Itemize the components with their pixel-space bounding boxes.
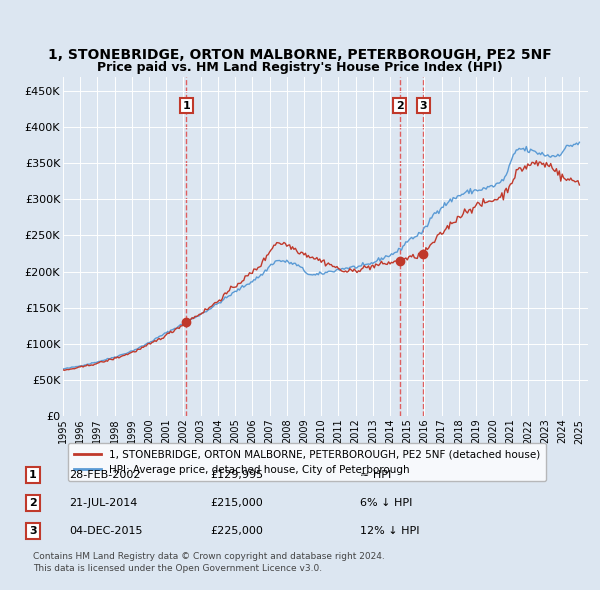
Text: £129,995: £129,995 — [210, 470, 263, 480]
Text: 12% ↓ HPI: 12% ↓ HPI — [360, 526, 419, 536]
Text: 04-DEC-2015: 04-DEC-2015 — [69, 526, 143, 536]
Text: 6% ↓ HPI: 6% ↓ HPI — [360, 498, 412, 507]
Text: 28-FEB-2002: 28-FEB-2002 — [69, 470, 140, 480]
Text: £215,000: £215,000 — [210, 498, 263, 507]
Text: This data is licensed under the Open Government Licence v3.0.: This data is licensed under the Open Gov… — [33, 564, 322, 573]
Text: Price paid vs. HM Land Registry's House Price Index (HPI): Price paid vs. HM Land Registry's House … — [97, 61, 503, 74]
Legend: 1, STONEBRIDGE, ORTON MALBORNE, PETERBOROUGH, PE2 5NF (detached house), HPI: Ave: 1, STONEBRIDGE, ORTON MALBORNE, PETERBOR… — [68, 443, 547, 481]
Text: 1: 1 — [182, 100, 190, 110]
Text: 2: 2 — [395, 100, 403, 110]
Text: 1, STONEBRIDGE, ORTON MALBORNE, PETERBOROUGH, PE2 5NF: 1, STONEBRIDGE, ORTON MALBORNE, PETERBOR… — [48, 48, 552, 62]
Text: 3: 3 — [419, 100, 427, 110]
Text: Contains HM Land Registry data © Crown copyright and database right 2024.: Contains HM Land Registry data © Crown c… — [33, 552, 385, 561]
Text: £225,000: £225,000 — [210, 526, 263, 536]
Text: 2: 2 — [29, 498, 37, 507]
Text: 1: 1 — [29, 470, 37, 480]
Text: ≈ HPI: ≈ HPI — [360, 470, 391, 480]
Text: 3: 3 — [29, 526, 37, 536]
Text: 21-JUL-2014: 21-JUL-2014 — [69, 498, 137, 507]
